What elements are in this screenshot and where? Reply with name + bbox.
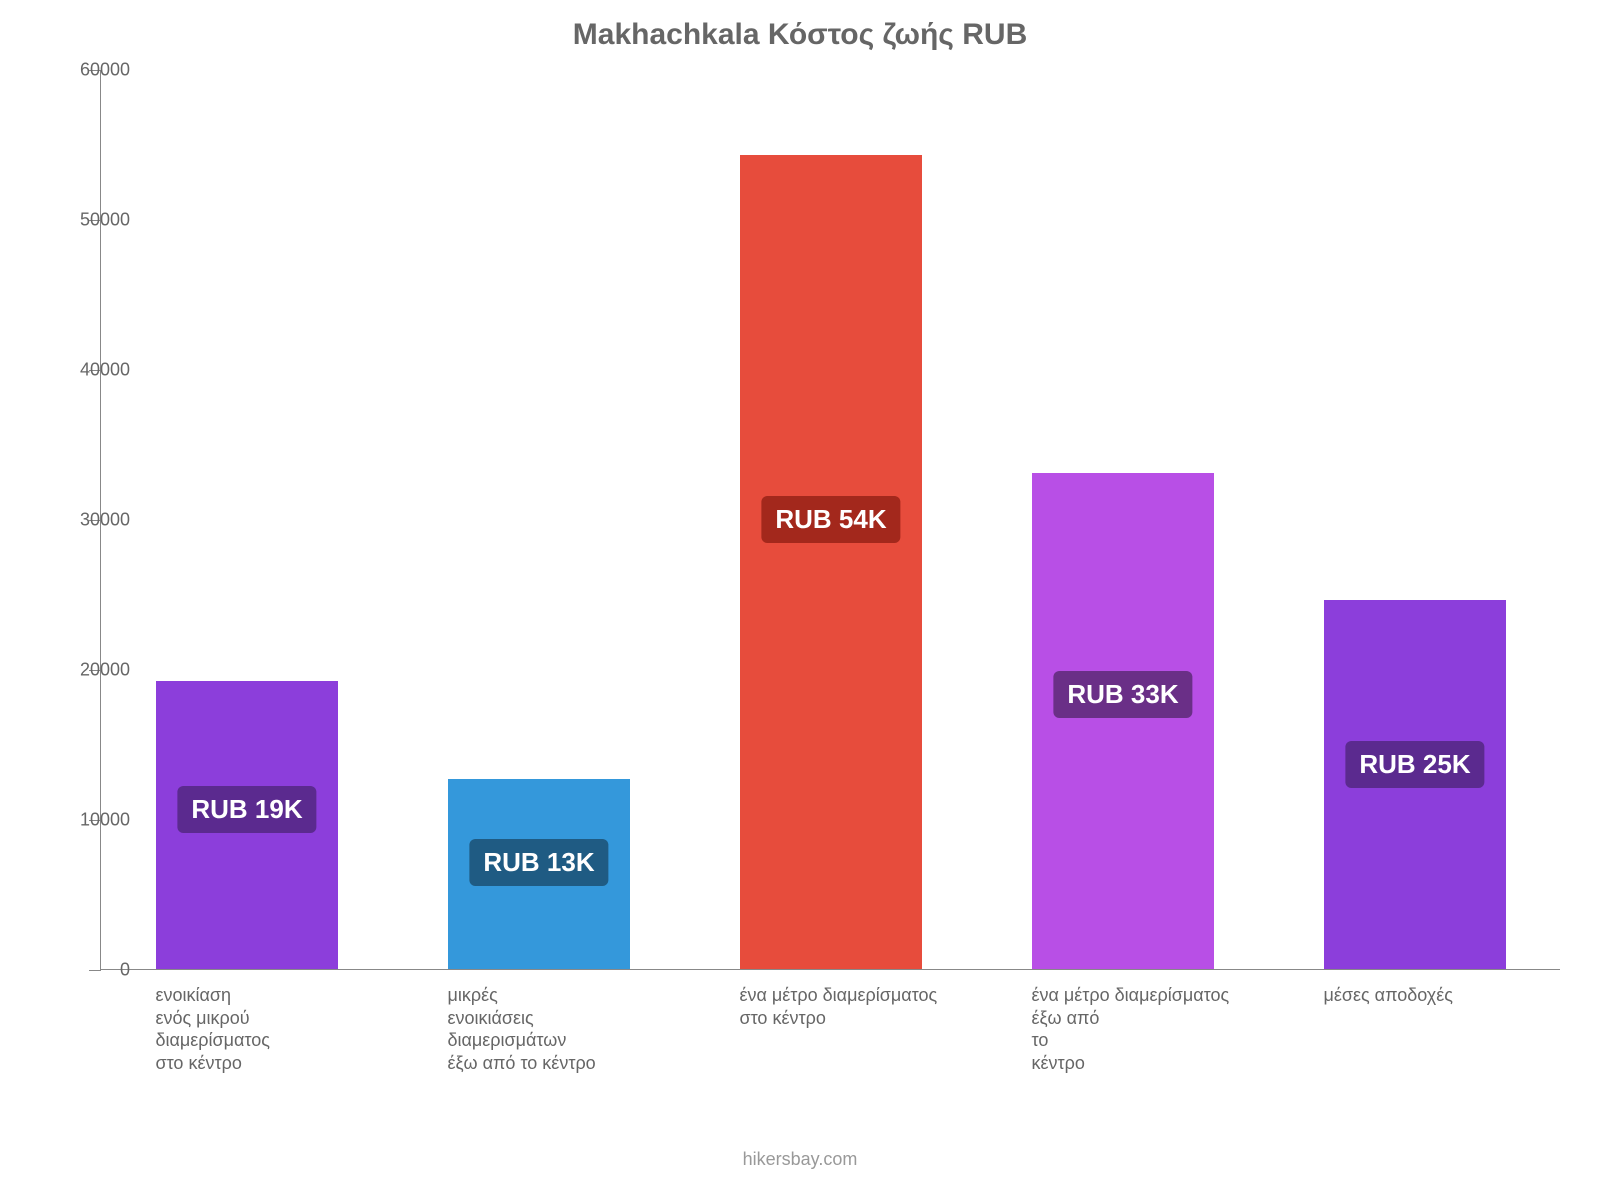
- x-axis-label: ενοικίαση ενός μικρού διαμερίσματος στο …: [155, 984, 376, 1074]
- y-tick-label: 40000: [80, 360, 130, 381]
- y-tick-label: 60000: [80, 60, 130, 81]
- bar: RUB 13K: [448, 779, 629, 970]
- bar: RUB 54K: [740, 155, 921, 970]
- source-label: hikersbay.com: [0, 1149, 1600, 1170]
- x-axis-label: ένα μέτρο διαμερίσματος έξω από το κέντρ…: [1031, 984, 1252, 1074]
- value-badge: RUB 25K: [1345, 741, 1484, 788]
- y-tick-label: 50000: [80, 210, 130, 231]
- y-tick: [89, 970, 101, 971]
- bar: RUB 19K: [156, 681, 337, 969]
- value-badge: RUB 33K: [1053, 671, 1192, 718]
- y-tick-label: 10000: [80, 810, 130, 831]
- y-tick-label: 20000: [80, 660, 130, 681]
- x-axis-label: μικρές ενοικιάσεις διαμερισμάτων έξω από…: [447, 984, 668, 1074]
- value-badge: RUB 13K: [469, 839, 608, 886]
- chart-title: Makhachkala Κόστος ζωής RUB: [0, 18, 1600, 52]
- y-tick-label: 30000: [80, 510, 130, 531]
- value-badge: RUB 19K: [177, 786, 316, 833]
- value-badge: RUB 54K: [761, 496, 900, 543]
- bar: RUB 25K: [1324, 600, 1505, 969]
- plot-area: RUB 19K RUB 13K RUB 54K RUB 33K RUB 25K: [100, 70, 1560, 970]
- x-axis-label: ένα μέτρο διαμερίσματος στο κέντρο: [739, 984, 960, 1029]
- x-axis-label: μέσες αποδοχές: [1323, 984, 1544, 1007]
- chart-container: Makhachkala Κόστος ζωής RUB RUB 19KRUB 1…: [0, 0, 1600, 1200]
- y-tick-label: 0: [120, 960, 130, 981]
- bar: RUB 33K: [1032, 473, 1213, 970]
